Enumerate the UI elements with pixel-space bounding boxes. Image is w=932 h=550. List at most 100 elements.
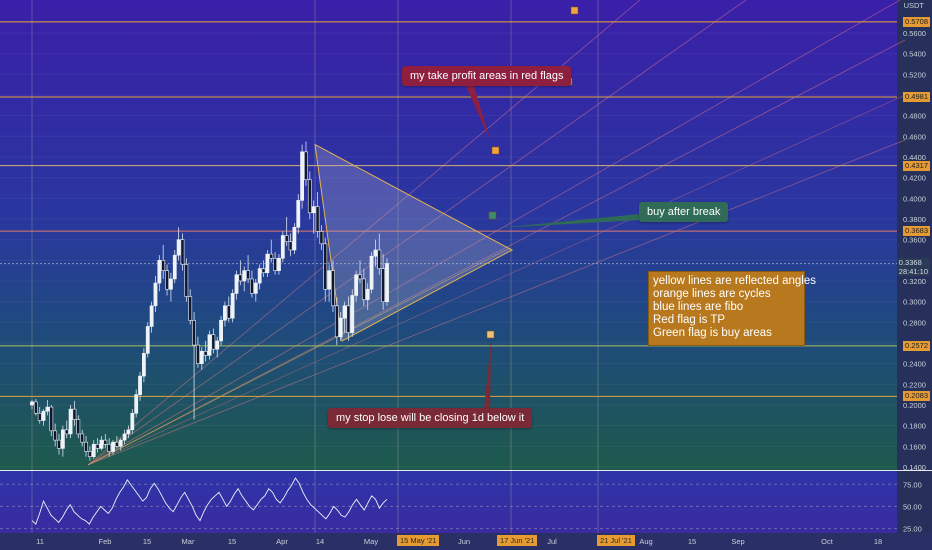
candle-body <box>234 274 239 294</box>
fib-price-tag: 0.4981 <box>903 91 930 102</box>
candle-body <box>142 353 146 377</box>
price-tick-label: 0.5400 <box>903 50 926 59</box>
price-tick-label: 0.4600 <box>903 132 926 141</box>
candle-body <box>250 278 254 294</box>
osc-tick-label: 25.00 <box>903 525 922 534</box>
candle-body <box>319 231 324 245</box>
time-highlight-label: 15 May '21 <box>397 535 440 546</box>
legend-line: orange lines are cycles <box>653 288 771 300</box>
candle-body <box>176 239 181 256</box>
candle-body <box>280 235 285 259</box>
tp-annotation[interactable]: my take profit areas in red flags <box>402 66 572 86</box>
price-tick-label: 0.3600 <box>903 236 926 245</box>
candle-body <box>230 293 235 319</box>
sl-annotation[interactable]: my stop lose will be closing 1d below it <box>328 408 533 428</box>
time-tick-label: 15 <box>228 537 236 546</box>
candle-body <box>84 441 88 452</box>
candle-body <box>157 260 162 284</box>
candle-body <box>138 375 142 395</box>
time-highlight-label: 21 Jul '21 <box>597 535 635 546</box>
candle-body <box>338 317 343 338</box>
candle-body <box>261 268 266 274</box>
candle-body <box>172 254 177 280</box>
legend-line: Red flag is TP <box>653 314 726 326</box>
candle-body <box>64 429 69 435</box>
candle-body <box>242 270 247 282</box>
angle-lines <box>87 0 906 466</box>
candle-body <box>300 151 305 201</box>
oscillator <box>0 477 897 530</box>
price-tick-label: 0.2000 <box>903 401 926 410</box>
price-tick-label: 0.2200 <box>903 380 926 389</box>
candle-body <box>350 295 355 333</box>
candle-body <box>153 282 158 307</box>
candle-body <box>203 350 208 356</box>
candle-body <box>284 235 289 243</box>
angle-line <box>87 39 906 466</box>
candle-body <box>346 305 351 333</box>
candle-body <box>180 239 185 265</box>
fib-price-tag: 0.2083 <box>903 391 930 402</box>
candle-body <box>269 253 274 259</box>
candle-body <box>188 296 193 321</box>
buy-pointer <box>498 214 640 228</box>
time-tick-label: Jul <box>547 537 557 546</box>
candle-body <box>273 257 277 271</box>
candles <box>30 141 389 461</box>
candle-body <box>161 260 166 271</box>
candle-body <box>369 255 374 290</box>
price-tick-label: 0.4200 <box>903 174 926 183</box>
price-tick-label: 0.1600 <box>903 442 926 451</box>
candle-body <box>30 401 34 406</box>
candle-body <box>126 429 131 435</box>
candle-body <box>103 439 108 445</box>
candle-body <box>354 274 359 296</box>
candle-body <box>114 441 119 447</box>
candle-body <box>165 270 169 290</box>
time-tick-label: 18 <box>874 537 882 546</box>
angle-line <box>87 139 906 466</box>
time-tick-label: Sep <box>731 537 744 546</box>
candle-body <box>68 408 73 435</box>
candle-body <box>257 268 262 284</box>
candle-body <box>358 274 362 280</box>
candle-body <box>211 334 216 350</box>
time-tick-label: 11 <box>36 537 44 546</box>
tp-flag-icon <box>570 6 579 15</box>
price-tick-label: 0.4400 <box>903 153 926 162</box>
legend-line: Green flag is buy areas <box>653 327 772 339</box>
tp-flag-icon <box>491 146 500 155</box>
time-tick-label: 14 <box>316 537 324 546</box>
candle-body <box>33 401 38 414</box>
candle-body <box>373 249 378 257</box>
candle-body <box>196 344 200 364</box>
cycle-lines <box>31 0 599 533</box>
legend-box[interactable]: yellow lines are reflected angles orange… <box>648 271 816 346</box>
candle-body <box>184 264 189 297</box>
buy-annotation[interactable]: buy after break <box>639 202 729 222</box>
candle-body <box>331 270 335 307</box>
price-tick-label: 0.4000 <box>903 194 926 203</box>
candle-body <box>219 319 223 342</box>
candle-body <box>49 406 54 432</box>
time-tick-label: Aug <box>639 537 652 546</box>
candle-body <box>361 278 366 300</box>
candle-body <box>342 305 347 319</box>
time-axis-background <box>0 533 932 550</box>
oscillator-background <box>0 471 897 533</box>
time-tick-label: May <box>364 537 378 546</box>
candle-body <box>207 334 212 356</box>
fib-price-tag: 0.3683 <box>903 226 930 237</box>
price-tick-label: 0.3800 <box>903 215 926 224</box>
candle-body <box>134 394 139 414</box>
last-price-value: 0.3368 <box>898 257 922 267</box>
time-tick-label: Jun <box>458 537 470 546</box>
candle-body <box>87 451 92 457</box>
price-tick-label: 0.2400 <box>903 360 926 369</box>
time-tick-label: 15 <box>688 537 696 546</box>
candle-body <box>80 433 85 443</box>
price-tick-label: 0.5600 <box>903 29 926 38</box>
price-tick-label: 0.2800 <box>903 318 926 327</box>
candle-body <box>223 305 227 321</box>
